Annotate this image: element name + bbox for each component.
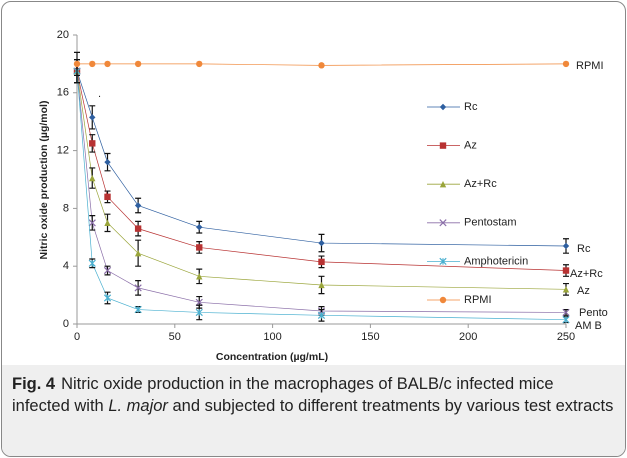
x-tick-label: 100 (263, 331, 281, 343)
y-tick-label: 16 (57, 87, 69, 99)
marker (439, 219, 447, 227)
marker (104, 219, 111, 227)
marker (89, 114, 96, 121)
caption-italic: L. major (108, 397, 168, 415)
annotation: RPMI (576, 60, 604, 72)
y-tick-label: 0 (63, 318, 69, 330)
marker (195, 308, 203, 317)
y-axis-label: Nitric oxide production (µg/mol) (38, 101, 50, 260)
annotation: Az+Rc (570, 268, 603, 280)
marker (318, 62, 325, 69)
x-tick-label: 200 (459, 331, 477, 343)
marker (562, 308, 570, 317)
annotation: AM B (575, 320, 602, 332)
marker (89, 140, 96, 147)
marker (134, 202, 142, 209)
legend-label: RPMI (464, 294, 492, 306)
caption-text: Nitric oxide production in the macrophag… (12, 375, 554, 415)
marker (196, 60, 203, 68)
marker (104, 60, 111, 68)
marker (318, 281, 325, 289)
marker (104, 193, 111, 201)
marker (103, 266, 112, 275)
caption-text: and subjected to different treatments by… (167, 397, 614, 415)
legend-label: Amphotericin (464, 255, 528, 267)
caption-label: Fig. 4 (12, 375, 56, 393)
marker (89, 174, 96, 182)
marker (195, 298, 203, 306)
y-tick-label: 8 (63, 202, 69, 214)
y-tick-label: 4 (63, 260, 69, 272)
marker (439, 181, 447, 188)
marker (88, 259, 96, 267)
marker (439, 257, 447, 266)
annotation: Pento (579, 307, 608, 319)
marker (104, 158, 111, 166)
marker (196, 223, 203, 231)
marker (103, 294, 112, 302)
marker (89, 60, 96, 68)
y-tick-label: 12 (57, 145, 69, 157)
marker (318, 258, 325, 266)
marker (196, 244, 203, 251)
x-axis-label: Concentration (µg/mL) (216, 351, 328, 363)
legend-label: Rc (464, 101, 478, 113)
annotation: . (98, 88, 101, 100)
x-tick-label: 250 (557, 331, 575, 343)
marker (562, 316, 570, 324)
marker (88, 219, 96, 227)
annotation: Az (577, 285, 590, 297)
marker (318, 239, 325, 247)
marker (134, 249, 142, 257)
x-tick-label: 50 (169, 331, 181, 343)
marker (562, 60, 570, 68)
marker (439, 296, 447, 304)
y-tick-label: 20 (57, 29, 69, 41)
legend-label: Pentostam (464, 217, 517, 229)
marker (196, 273, 203, 280)
marker (317, 311, 326, 319)
marker (134, 284, 142, 292)
marker (562, 242, 570, 250)
marker (562, 286, 570, 293)
marker (562, 267, 570, 274)
chart: Concentration (µg/mL) Nitric oxide produ… (38, 29, 608, 363)
annotation: Rc (577, 243, 591, 255)
legend-label: Az (464, 140, 477, 152)
marker (73, 60, 81, 68)
marker (439, 103, 447, 111)
legend-label: Az+Rc (464, 178, 497, 190)
caption: Fig. 4 Nitric oxide production in the mac… (2, 365, 625, 456)
x-tick-label: 0 (74, 331, 80, 343)
marker (134, 225, 142, 232)
x-tick-label: 150 (361, 331, 379, 343)
marker (134, 60, 142, 68)
marker (439, 142, 447, 149)
marker (134, 305, 142, 314)
